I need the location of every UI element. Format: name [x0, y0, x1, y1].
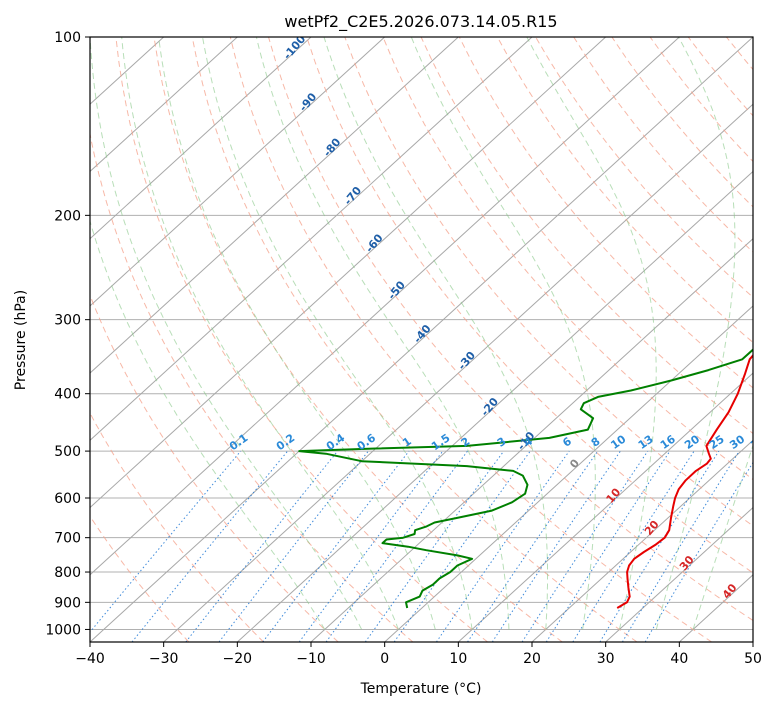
isotherm-line — [90, 37, 386, 307]
dry-adiabat — [153, 37, 563, 642]
moist-adiabat — [323, 37, 548, 630]
x-tick-label: 0 — [380, 651, 389, 667]
x-axis-ticks: −40 −30 −20 −10 0 10 20 30 40 50 — [75, 642, 762, 667]
y-tick-label: 300 — [54, 313, 81, 329]
mixing-ratio-line — [262, 450, 410, 642]
y-tick-label: 700 — [54, 531, 81, 547]
isotherm-line — [531, 439, 753, 642]
y-axis-ticks: 1000 900 800 700 600 500 400 300 200 100 — [45, 30, 90, 638]
mixing-ratio-lines — [90, 450, 753, 642]
y-tick-label: 500 — [54, 444, 81, 460]
isotherm-line — [384, 305, 753, 642]
moist-adiabat — [410, 37, 596, 630]
moist-adiabat — [255, 37, 510, 630]
dry-adiabat — [191, 37, 638, 642]
dry-adiabat — [344, 37, 753, 527]
dry-adiabat — [535, 37, 753, 298]
moist-adiabat — [655, 37, 736, 630]
dry-adiabat — [90, 131, 414, 642]
mixing-ratio-line — [185, 450, 338, 642]
mixing-ratio-line — [572, 450, 695, 642]
mixing-ratio-line — [435, 450, 570, 642]
isotherm-line — [236, 170, 753, 642]
y-tick-label: 800 — [54, 565, 81, 581]
dry-adiabat — [115, 37, 488, 642]
x-axis-label: Temperature (°C) — [360, 681, 482, 697]
mixing-ratio-line — [521, 450, 649, 642]
x-tick-label: −40 — [75, 651, 105, 667]
plot-frame — [89, 36, 754, 643]
moist-adiabat — [158, 37, 436, 630]
y-axis-label: Pressure (hPa) — [13, 290, 29, 390]
mixing-ratio-line — [325, 450, 468, 642]
isotherm-gridlines — [90, 37, 753, 642]
dry-adiabat — [306, 37, 753, 574]
x-tick-label: 10 — [449, 651, 467, 667]
mixing-ratio-line — [298, 450, 444, 642]
x-tick-label: 20 — [523, 651, 541, 667]
y-tick-label: 900 — [54, 595, 81, 611]
mixing-ratio-line — [491, 450, 621, 642]
dry-adiabat — [229, 37, 712, 642]
mixing-ratio-line — [467, 450, 599, 642]
mixing-ratio-line — [131, 450, 288, 642]
isotherm-line — [90, 37, 238, 173]
dry-adiabat — [382, 37, 753, 481]
moist-adiabat — [121, 37, 399, 630]
x-tick-label: −30 — [149, 651, 179, 667]
isotherm-line — [90, 37, 607, 509]
chart-title: wetPf2_C2E5.2026.073.14.05.R15 — [284, 12, 557, 32]
mixing-ratio-line — [621, 450, 740, 642]
moist-adiabat — [202, 37, 473, 630]
x-tick-label: 50 — [744, 651, 762, 667]
y-tick-label: 600 — [54, 491, 81, 507]
x-tick-label: 40 — [670, 651, 688, 667]
dry-adiabat — [90, 515, 190, 642]
isotherm-line — [90, 37, 459, 374]
isotherm-line — [90, 37, 533, 442]
mixing-ratio-line — [364, 450, 505, 642]
mixing-ratio-line — [90, 450, 242, 633]
x-tick-label: −20 — [223, 651, 253, 667]
temperature-profile — [616, 353, 753, 609]
dewpoint-profile — [298, 348, 753, 609]
y-tick-label: 400 — [54, 387, 81, 403]
x-tick-label: 30 — [597, 651, 615, 667]
y-tick-label: 1000 — [45, 622, 81, 638]
isotherm-line — [90, 37, 680, 576]
y-tick-label: 100 — [54, 30, 81, 46]
mixing-ratio-line — [393, 450, 531, 642]
dry-adiabat — [268, 37, 753, 622]
isotherm-line — [90, 37, 753, 642]
mixing-ratio-line — [545, 450, 671, 642]
mixing-ratio-label: 36 — [748, 432, 768, 452]
isotherm-line — [90, 37, 312, 240]
sounding-profiles — [298, 348, 753, 609]
moist-adiabat — [692, 443, 753, 630]
plot-area: -100-90-80-70-60-50-40-30-20-10010203040… — [90, 37, 768, 642]
isotherm-line — [163, 103, 753, 642]
isotherm-line — [310, 237, 753, 642]
isotherm-line — [457, 372, 753, 642]
moist-adiabat — [90, 37, 363, 630]
y-tick-label: 200 — [54, 208, 81, 224]
dry-adiabat — [90, 412, 264, 642]
dry-adiabat — [496, 37, 753, 344]
isotherm-line — [605, 506, 753, 642]
x-tick-label: −10 — [296, 651, 326, 667]
